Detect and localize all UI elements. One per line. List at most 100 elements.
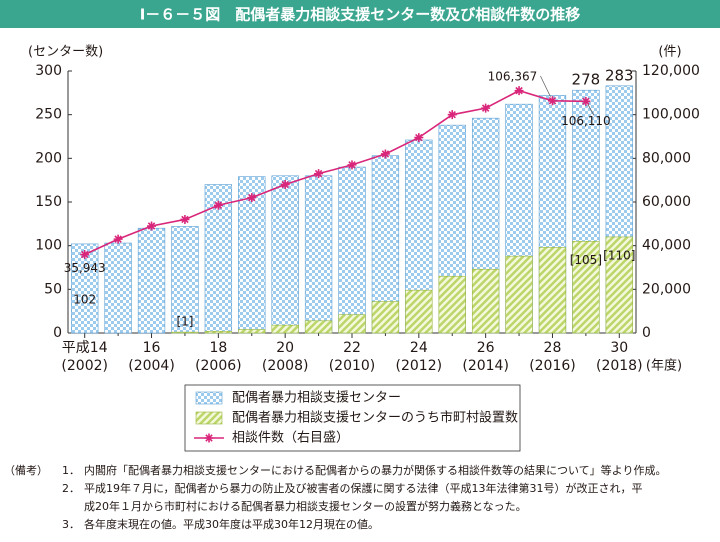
notes-label: （備考） bbox=[4, 464, 48, 477]
y2-tick-label: 20,000 bbox=[642, 281, 691, 297]
note-number: 2． bbox=[62, 482, 80, 495]
line-marker bbox=[514, 86, 524, 96]
line-marker bbox=[247, 193, 257, 203]
x-tick-sublabel: (2010) bbox=[329, 358, 376, 374]
y2-tick-label: 60,000 bbox=[642, 194, 691, 210]
x-tick-label: 16 bbox=[143, 340, 161, 356]
note-number: 3． bbox=[62, 518, 80, 531]
x-tick-label: 26 bbox=[477, 340, 495, 356]
value-label: [1] bbox=[176, 315, 193, 329]
line-marker bbox=[447, 110, 457, 120]
bar bbox=[238, 176, 266, 334]
bar bbox=[338, 314, 366, 334]
bar bbox=[338, 166, 366, 334]
title-bar bbox=[0, 0, 720, 28]
line bbox=[84, 89, 586, 256]
x-tick-label: 平成14 bbox=[62, 340, 108, 356]
x-tick-label: 24 bbox=[410, 340, 428, 356]
x-tick-sublabel: (2008) bbox=[262, 358, 309, 374]
x-tick-sublabel: (2004) bbox=[128, 358, 175, 374]
y2-axis-label: (件) bbox=[658, 45, 681, 60]
legend-label: 相談件数（右目盛） bbox=[232, 430, 349, 446]
note-number: 1． bbox=[62, 464, 80, 477]
line-marker bbox=[547, 96, 557, 106]
y-tick-label: 50 bbox=[44, 281, 62, 297]
bar bbox=[238, 329, 266, 334]
value-label: 283 bbox=[605, 66, 634, 84]
note-text: 平成19年７月に，配偶者から暴力の防止及び被害者の保護に関する法律（平成13年法… bbox=[84, 481, 642, 495]
line-marker bbox=[180, 214, 190, 224]
bar bbox=[204, 330, 233, 334]
bar bbox=[271, 324, 299, 334]
line-marker bbox=[80, 250, 90, 260]
legend-label: 配偶者暴力相談支援センター bbox=[232, 390, 401, 406]
line-marker bbox=[347, 160, 357, 170]
legend-marker bbox=[204, 433, 214, 443]
line-marker bbox=[113, 234, 123, 244]
y2-tick-label: 100,000 bbox=[642, 107, 700, 123]
note-text: 成20年１月から市町村における配偶者暴力相談支援センターの設置が努力義務となった… bbox=[84, 499, 527, 513]
legend-swatch bbox=[195, 391, 223, 405]
line-marker bbox=[314, 169, 324, 179]
y2-tick-label: 120,000 bbox=[642, 63, 700, 79]
x-tick-sublabel: (2002) bbox=[61, 358, 108, 374]
y2-tick-label: 40,000 bbox=[642, 238, 691, 254]
bar bbox=[405, 289, 433, 334]
y-axis-label: (センター数) bbox=[28, 45, 103, 60]
bar bbox=[104, 242, 132, 334]
line-marker bbox=[414, 133, 424, 143]
x-tick-label: 18 bbox=[209, 340, 227, 356]
line-marker bbox=[481, 103, 491, 113]
bar bbox=[304, 175, 333, 334]
leader-line bbox=[587, 104, 595, 116]
note-text: 内閣府「配偶者暴力相談支援センターにおける配偶者からの暴力が関係する相談件数等の… bbox=[84, 463, 666, 477]
bar bbox=[605, 236, 633, 334]
x-tick-sublabel: (2006) bbox=[195, 358, 242, 374]
note-text: 各年度末現在の値。平成30年度は平成30年12月現在の値。 bbox=[84, 517, 379, 531]
y2-tick-label: 80,000 bbox=[642, 150, 691, 166]
bar bbox=[538, 247, 567, 334]
bar bbox=[438, 275, 466, 334]
line-marker bbox=[581, 96, 591, 106]
line-marker bbox=[380, 149, 390, 159]
y-tick-label: 200 bbox=[35, 150, 62, 166]
legend-label: 配偶者暴力相談支援センターのうち市町村設置数 bbox=[232, 410, 518, 426]
x-tick-label: 20 bbox=[276, 340, 294, 356]
y-tick-label: 250 bbox=[35, 107, 62, 123]
legend-box bbox=[184, 384, 521, 452]
bar bbox=[471, 268, 500, 334]
x-unit-label: (年度) bbox=[646, 358, 682, 374]
x-tick-sublabel: (2012) bbox=[396, 358, 443, 374]
y-tick-label: 300 bbox=[35, 63, 62, 79]
bar bbox=[137, 227, 166, 334]
value-label: 106,367 bbox=[488, 70, 538, 84]
x-tick-sublabel: (2014) bbox=[462, 358, 509, 374]
x-tick-sublabel: (2016) bbox=[529, 358, 576, 374]
line-marker bbox=[280, 180, 290, 190]
value-label: 106,110 bbox=[561, 114, 611, 128]
value-label: 278 bbox=[572, 71, 601, 89]
bar bbox=[271, 175, 299, 334]
value-label: [110] bbox=[603, 248, 635, 262]
y-tick-label: 0 bbox=[53, 325, 62, 341]
x-tick-label: 22 bbox=[343, 340, 361, 356]
x-tick-sublabel: (2018) bbox=[596, 358, 643, 374]
value-label: 102 bbox=[73, 292, 96, 306]
bar bbox=[572, 241, 600, 334]
y2-tick-label: 0 bbox=[642, 325, 651, 341]
x-tick-label: 28 bbox=[544, 340, 562, 356]
y-tick-label: 150 bbox=[35, 194, 62, 210]
bar bbox=[171, 226, 199, 334]
x-tick-label: 30 bbox=[610, 340, 628, 356]
line-marker bbox=[213, 200, 223, 210]
bar bbox=[171, 331, 199, 334]
y-tick-label: 100 bbox=[35, 238, 62, 254]
bar bbox=[505, 255, 533, 334]
title: Ⅰ－６－５図 配偶者暴力相談支援センター数及び相談件数の推移 bbox=[140, 6, 581, 24]
legend-swatch bbox=[195, 411, 223, 425]
bar bbox=[371, 301, 400, 334]
leader-line bbox=[540, 75, 551, 97]
line-marker bbox=[147, 221, 157, 231]
